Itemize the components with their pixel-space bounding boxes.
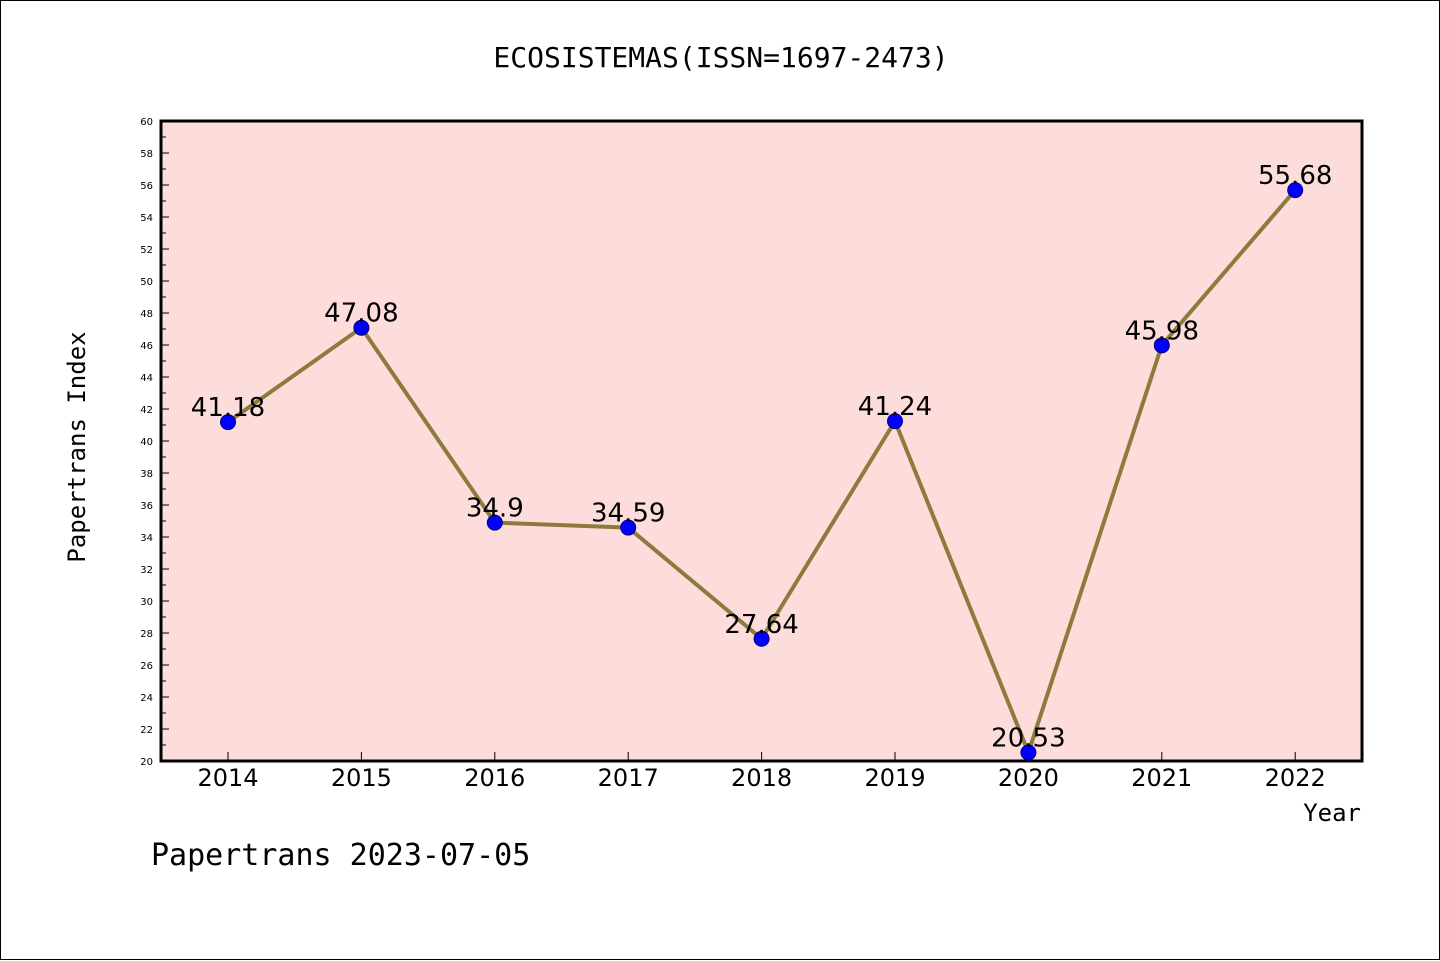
y-tick-label: 40 xyxy=(140,437,153,448)
x-axis: 2014 2015 2016 2017 2018 2019 2020 2021 2022 xyxy=(197,752,1326,792)
y-tick-label: 26 xyxy=(140,661,153,672)
data-point xyxy=(1020,744,1037,761)
x-tick-label: 2021 xyxy=(1131,764,1192,792)
data-label: 55.68 xyxy=(1258,161,1332,191)
data-label: 34.9 xyxy=(466,494,524,524)
data-point xyxy=(887,413,903,430)
x-tick-label: 2020 xyxy=(998,764,1059,792)
data-point xyxy=(486,514,503,531)
y-tick-label: 22 xyxy=(140,725,153,736)
y-tick-label: 56 xyxy=(140,181,153,192)
x-tick-label: 2014 xyxy=(197,764,258,792)
footer-text: Papertrans 2023-07-05 xyxy=(151,838,530,873)
y-tick-label: 32 xyxy=(140,565,153,576)
data-point xyxy=(1287,182,1304,199)
y-tick-label: 20 xyxy=(140,757,153,768)
y-tick-label: 34 xyxy=(140,533,153,544)
y-tick-label: 54 xyxy=(140,213,153,224)
data-label: 45.98 xyxy=(1125,316,1199,346)
x-tick-label: 2017 xyxy=(598,764,659,792)
x-tick-label: 2015 xyxy=(331,764,392,792)
y-tick-label: 50 xyxy=(140,277,153,288)
x-tick-label: 2019 xyxy=(864,764,925,792)
y-tick-label: 58 xyxy=(140,149,153,160)
data-label: 41.24 xyxy=(858,392,932,422)
y-tick-label: 42 xyxy=(140,405,153,416)
y-tick-label: 36 xyxy=(140,501,153,512)
x-tick-label: 2016 xyxy=(464,764,525,792)
y-tick-label: 52 xyxy=(140,245,153,256)
data-point xyxy=(1153,337,1170,354)
data-label: 41.18 xyxy=(191,393,265,423)
y-tick-label: 28 xyxy=(140,629,153,640)
y-tick-label: 30 xyxy=(140,597,153,608)
data-label: 20.53 xyxy=(991,724,1065,754)
x-tick-label: 2022 xyxy=(1265,764,1326,792)
chart-title: ECOSISTEMAS(ISSN=1697-2473) xyxy=(493,41,948,74)
y-axis-title: Papertrans Index xyxy=(63,331,91,562)
plot-area xyxy=(159,119,1364,763)
data-label: 34.59 xyxy=(591,499,665,529)
y-tick-label: 24 xyxy=(140,693,153,704)
data-label: 47.08 xyxy=(324,299,398,329)
y-axis: 20 22 24 26 28 30 32 34 36 38 40 42 44 46 48 50 52 54 56 58… xyxy=(140,117,169,768)
y-tick-label: 48 xyxy=(140,309,153,320)
data-label: 27.64 xyxy=(724,610,798,640)
y-tick-label: 46 xyxy=(140,341,153,352)
x-tick-label: 2018 xyxy=(731,764,792,792)
data-point xyxy=(753,630,770,647)
y-tick-label: 38 xyxy=(140,469,153,480)
y-tick-label: 60 xyxy=(140,117,153,128)
y-tick-label: 44 xyxy=(140,373,153,384)
series-layer: 41.18 47.08 34.9 34.59 27.64 41.24 20.53 45.98 5… xyxy=(191,161,1332,761)
data-point xyxy=(353,319,370,336)
data-point xyxy=(620,519,637,536)
x-axis-title: Year xyxy=(1303,799,1361,827)
data-point xyxy=(220,414,236,431)
